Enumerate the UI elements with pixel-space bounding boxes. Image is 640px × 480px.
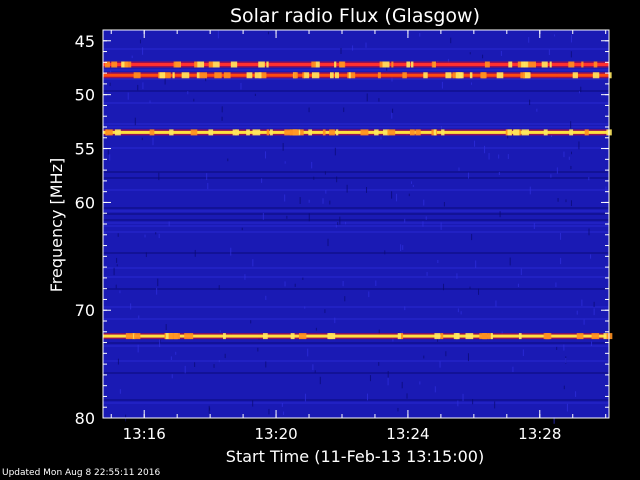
x-tick-label: 13:16 [123,425,166,443]
y-tick-label: 70 [75,301,95,320]
chart-title: Solar radio Flux (Glasgow) [230,5,480,27]
y-tick-label: 55 [75,140,95,159]
plot-area [103,30,613,424]
y-axis-label: Frequency [MHz] [47,158,66,292]
x-tick-label: 13:28 [518,425,561,443]
y-tick-label: 80 [75,409,95,428]
x-tick-label: 13:20 [254,425,297,443]
band-1 [103,72,612,79]
y-tick-label: 60 [75,193,95,212]
y-tick-label: 50 [75,86,95,105]
axes: 13:16 13:20 13:24 13:28 45 50 55 60 70 80 [75,29,610,443]
updated-timestamp: Updated Mon Aug 8 22:55:11 2016 [2,468,161,478]
band-0 [103,61,609,68]
band-2 [103,129,612,136]
band-3 [103,333,613,340]
x-tick-label: 13:24 [386,425,429,443]
spectrogram-texture [103,30,609,424]
y-tick-label: 45 [75,32,95,51]
x-axis-label: Start Time (11-Feb-13 13:15:00) [226,447,484,466]
